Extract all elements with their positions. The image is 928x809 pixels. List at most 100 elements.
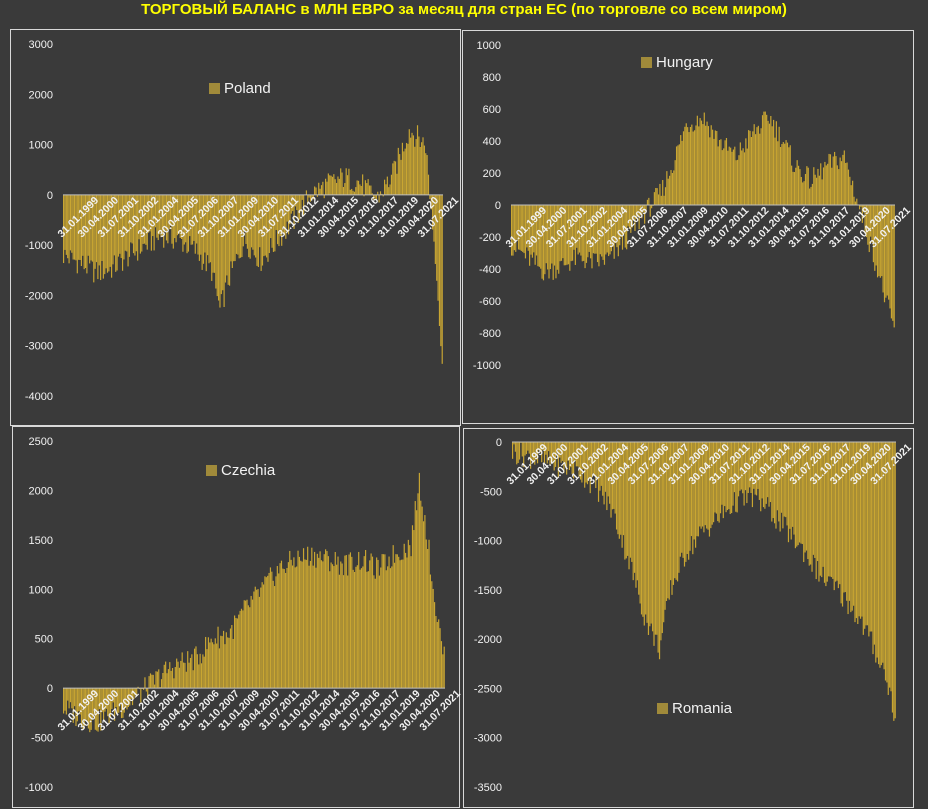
bar bbox=[171, 671, 172, 688]
bar bbox=[295, 567, 296, 688]
bar bbox=[791, 166, 792, 205]
bar bbox=[248, 605, 249, 688]
bar bbox=[315, 188, 316, 195]
bar bbox=[722, 150, 723, 205]
bar bbox=[331, 562, 332, 688]
bar bbox=[766, 115, 767, 205]
bar bbox=[414, 147, 415, 195]
bar bbox=[325, 549, 326, 688]
bar bbox=[320, 189, 321, 195]
bar bbox=[823, 167, 824, 205]
bar bbox=[852, 181, 853, 205]
bar bbox=[845, 163, 846, 205]
bar bbox=[347, 576, 348, 689]
legend-label: Czechia bbox=[221, 462, 276, 479]
bar bbox=[393, 545, 394, 688]
bar bbox=[244, 600, 245, 688]
chart-svg-poland: 3000200010000-1000-2000-3000-400031.01.1… bbox=[11, 30, 462, 427]
legend-label: Romania bbox=[672, 700, 733, 717]
bar bbox=[231, 625, 232, 688]
bar bbox=[357, 180, 358, 194]
bar bbox=[311, 548, 312, 688]
bar bbox=[770, 116, 771, 205]
y-tick-label: 1500 bbox=[29, 535, 53, 547]
bar bbox=[341, 173, 342, 195]
bar bbox=[823, 442, 824, 567]
bar bbox=[799, 169, 800, 205]
bar bbox=[417, 493, 418, 688]
bar bbox=[809, 189, 810, 205]
bar bbox=[362, 566, 363, 688]
bar bbox=[271, 572, 272, 688]
y-tick-label: 1000 bbox=[477, 40, 501, 52]
bar bbox=[66, 688, 67, 714]
bar bbox=[527, 442, 528, 451]
bar bbox=[512, 442, 513, 459]
bar bbox=[256, 590, 257, 688]
bar bbox=[249, 607, 250, 688]
chart-svg-hungary: 10008006004002000-200-400-600-800-100031… bbox=[463, 31, 915, 425]
y-tick-label: -200 bbox=[479, 232, 501, 244]
bar bbox=[394, 563, 395, 688]
bar bbox=[748, 130, 749, 205]
bar bbox=[353, 570, 354, 688]
bar bbox=[332, 564, 333, 688]
bar bbox=[355, 567, 356, 688]
bar bbox=[63, 688, 64, 713]
bar bbox=[810, 187, 811, 205]
bar bbox=[661, 196, 662, 205]
bar bbox=[774, 138, 775, 205]
bar bbox=[335, 552, 336, 688]
bar bbox=[719, 140, 720, 205]
bar bbox=[354, 572, 355, 688]
bar bbox=[779, 127, 780, 205]
bar bbox=[842, 155, 843, 205]
bar bbox=[320, 551, 321, 688]
bar bbox=[886, 442, 887, 682]
bar bbox=[422, 507, 423, 689]
bar bbox=[339, 179, 340, 195]
y-tick-label: 0 bbox=[496, 437, 502, 449]
bar bbox=[255, 587, 256, 688]
bar bbox=[822, 179, 823, 205]
bar bbox=[321, 185, 322, 195]
bar bbox=[373, 575, 374, 688]
bar bbox=[695, 125, 696, 205]
bar bbox=[365, 550, 366, 688]
bar bbox=[251, 596, 252, 688]
bar bbox=[765, 112, 766, 205]
bar bbox=[348, 554, 349, 688]
bar bbox=[280, 563, 281, 688]
bar bbox=[291, 560, 292, 688]
bar bbox=[777, 141, 778, 205]
bar bbox=[684, 127, 685, 205]
bar bbox=[365, 180, 366, 195]
bar bbox=[180, 661, 181, 688]
bar bbox=[390, 568, 391, 688]
y-tick-label: -4000 bbox=[25, 391, 53, 403]
bar bbox=[802, 182, 803, 205]
bar bbox=[707, 442, 708, 530]
bar bbox=[333, 174, 334, 195]
bar bbox=[851, 185, 852, 205]
y-tick-label: -2000 bbox=[25, 290, 53, 302]
bar bbox=[390, 184, 391, 194]
bar bbox=[773, 120, 774, 205]
bar bbox=[890, 442, 891, 691]
bar bbox=[711, 125, 712, 205]
bar bbox=[237, 618, 238, 688]
bar bbox=[893, 442, 894, 721]
bar bbox=[734, 147, 735, 205]
bar bbox=[716, 131, 717, 205]
bar bbox=[723, 148, 724, 205]
y-tick-label: 2000 bbox=[29, 485, 53, 497]
bar bbox=[709, 137, 710, 205]
bar bbox=[350, 552, 351, 688]
bar bbox=[826, 165, 827, 205]
y-tick-label: -1000 bbox=[25, 782, 53, 794]
bar bbox=[222, 636, 223, 688]
bar bbox=[204, 657, 205, 688]
bar bbox=[387, 177, 388, 195]
bar bbox=[318, 183, 319, 195]
bar bbox=[358, 181, 359, 195]
